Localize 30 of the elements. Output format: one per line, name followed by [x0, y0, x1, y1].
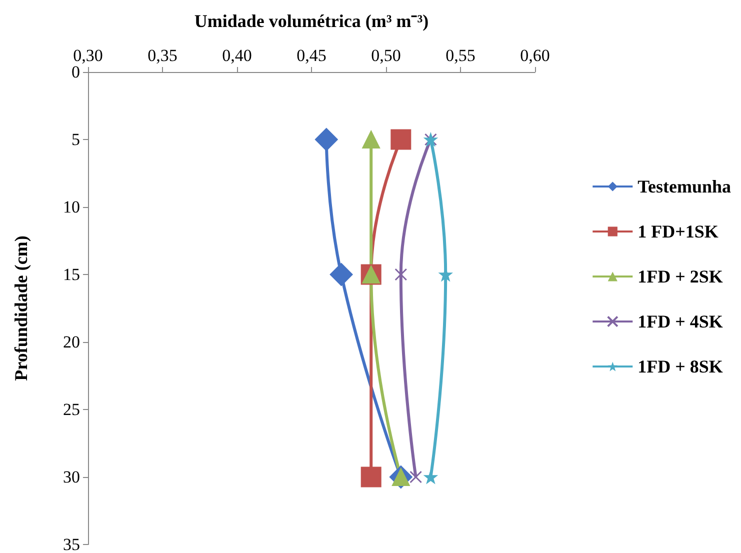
legend-label: 1FD + 4SK [638, 312, 723, 332]
legend-label: 1 FD+1SK [638, 222, 718, 242]
x-axis-title: Umidade volumétrica (m³ m⁻³) [194, 11, 429, 31]
y-tick-label: 5 [72, 130, 80, 149]
y-tick-label: 30 [63, 468, 80, 486]
point [424, 470, 438, 484]
x-tick-label: 0,35 [148, 46, 178, 65]
y-axis-title: Profundidade (cm) [11, 236, 31, 381]
x-tick-label: 0,45 [296, 46, 326, 65]
x-tick-label: 0,60 [520, 46, 550, 65]
y-tick-label: 0 [72, 62, 80, 82]
y-tick-label: 20 [63, 332, 80, 352]
x-tick-label: 0,40 [222, 46, 252, 65]
legend-label: Testemunha [638, 176, 731, 196]
point [390, 129, 412, 150]
point [362, 130, 380, 148]
x-tick-label: 0,55 [446, 46, 476, 65]
x-tick-label: 0,50 [371, 46, 401, 65]
point [360, 466, 382, 488]
point [394, 268, 408, 281]
legend-label: 1FD + 2SK [638, 266, 723, 286]
point [410, 470, 422, 484]
point [314, 128, 338, 151]
y-tick-label: 35 [63, 535, 80, 553]
point [330, 263, 353, 286]
legend-label: 1FD + 8SK [638, 356, 723, 376]
x-tick-label: 0,30 [73, 46, 103, 65]
y-tick-label: 25 [63, 400, 80, 419]
y-tick-label: 10 [63, 198, 80, 216]
y-tick-label: 15 [63, 265, 80, 284]
